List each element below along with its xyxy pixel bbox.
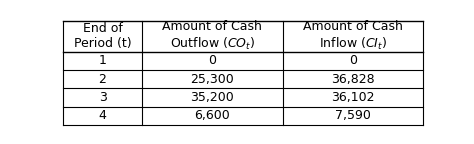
Text: 6,600: 6,600 <box>194 109 230 122</box>
Text: End of
Period (t): End of Period (t) <box>74 22 131 50</box>
Text: 36,828: 36,828 <box>331 73 374 86</box>
Text: 1: 1 <box>99 54 107 68</box>
Text: 0: 0 <box>349 54 357 68</box>
Text: 35,200: 35,200 <box>191 91 234 104</box>
Text: 7,590: 7,590 <box>335 109 371 122</box>
Text: 3: 3 <box>99 91 107 104</box>
Text: 0: 0 <box>209 54 216 68</box>
Text: Amount of Cash
Outflow ($\mathit{CO}_t$): Amount of Cash Outflow ($\mathit{CO}_t$) <box>163 20 262 52</box>
Text: 36,102: 36,102 <box>331 91 374 104</box>
Text: Amount of Cash
Inflow ($\mathit{CI}_t$): Amount of Cash Inflow ($\mathit{CI}_t$) <box>303 20 403 52</box>
Text: 25,300: 25,300 <box>191 73 234 86</box>
Text: 2: 2 <box>99 73 107 86</box>
Text: 4: 4 <box>99 109 107 122</box>
